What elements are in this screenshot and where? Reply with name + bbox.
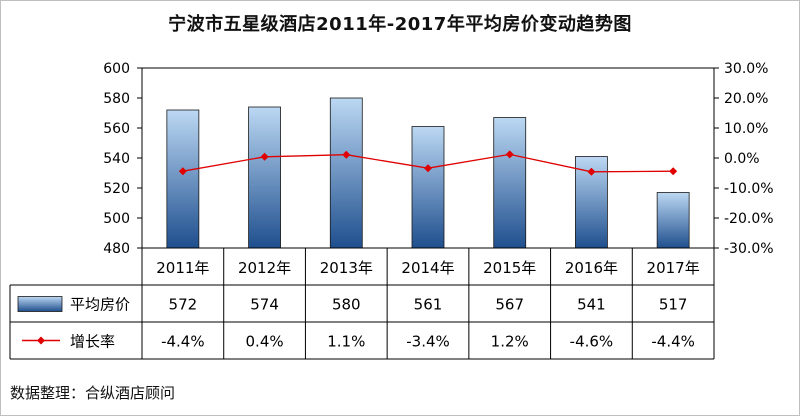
category-label: 2013年 [320,259,373,277]
category-label: 2012年 [238,259,291,277]
legend-line-marker [37,336,45,345]
growth-value-label: -4.6% [570,333,614,351]
category-label: 2017年 [647,259,700,277]
growth-point-3 [342,150,351,159]
growth-point-5 [505,150,514,159]
bar-4 [411,126,445,249]
left-tick-label: 500 [103,211,130,227]
bar-1 [166,109,200,249]
bar-7 [656,192,690,249]
growth-value-label: -4.4% [651,333,695,351]
bar-3 [329,97,363,249]
right-tick-label: 30.0% [724,61,768,77]
left-tick-label: 600 [103,61,130,77]
category-label: 2015年 [483,259,536,277]
chart-title: 宁波市五星级酒店2011年-2017年平均房价变动趋势图 [168,14,632,35]
growth-value-label: -4.4% [161,333,205,351]
bar-value-label: 561 [414,296,443,314]
growth-point-7 [669,167,678,176]
right-tick-label: -30.0% [724,241,774,257]
left-tick-label: 580 [103,91,130,107]
bar-5 [493,117,527,249]
bar-value-label: 580 [332,296,361,314]
bar-2 [248,106,281,249]
growth-point-2 [260,152,269,161]
category-label: 2011年 [156,259,209,277]
left-tick-label: 540 [103,151,130,167]
source-note: 数据整理：合纵酒店顾问 [10,384,176,402]
bars-group [166,97,690,249]
axes-group: 480 500 520 540 560 580 600 -30.0% -20.0% -10.0% 0… [103,61,773,257]
legend-bar-label: 平均房价 [70,296,130,314]
left-tick-label: 560 [103,121,130,137]
growth-value-label: 1.2% [491,333,529,351]
growth-line-group [178,150,678,176]
legend-line-label: 增长率 [70,333,115,351]
bar-value-label: 572 [169,296,198,314]
category-label: 2014年 [401,259,454,277]
bar-value-label: 541 [577,296,606,314]
left-tick-label: 520 [103,181,130,197]
growth-value-label: 0.4% [246,333,284,351]
growth-point-4 [424,164,432,173]
growth-point-6 [587,167,596,176]
growth-point-1 [178,167,187,176]
right-tick-label: -10.0% [724,181,774,197]
bar-value-label: 567 [495,296,524,314]
bar-value-label: 517 [659,296,688,314]
legend-bar-swatch [17,296,63,312]
bar-value-label: 574 [250,296,279,314]
category-label: 2016年 [565,259,618,277]
right-tick-label: -20.0% [724,211,774,227]
right-tick-label: 20.0% [724,91,768,107]
growth-value-label: 1.1% [327,333,365,351]
growth-value-label: -3.4% [406,333,450,351]
right-tick-label: 10.0% [724,121,768,137]
data-table: 2011年 2012年 2013年 2014年 2015年 2016年 2017年平均房价 5… [9,248,715,360]
right-tick-label: 0.0% [724,151,760,167]
left-tick-label: 480 [103,241,130,257]
